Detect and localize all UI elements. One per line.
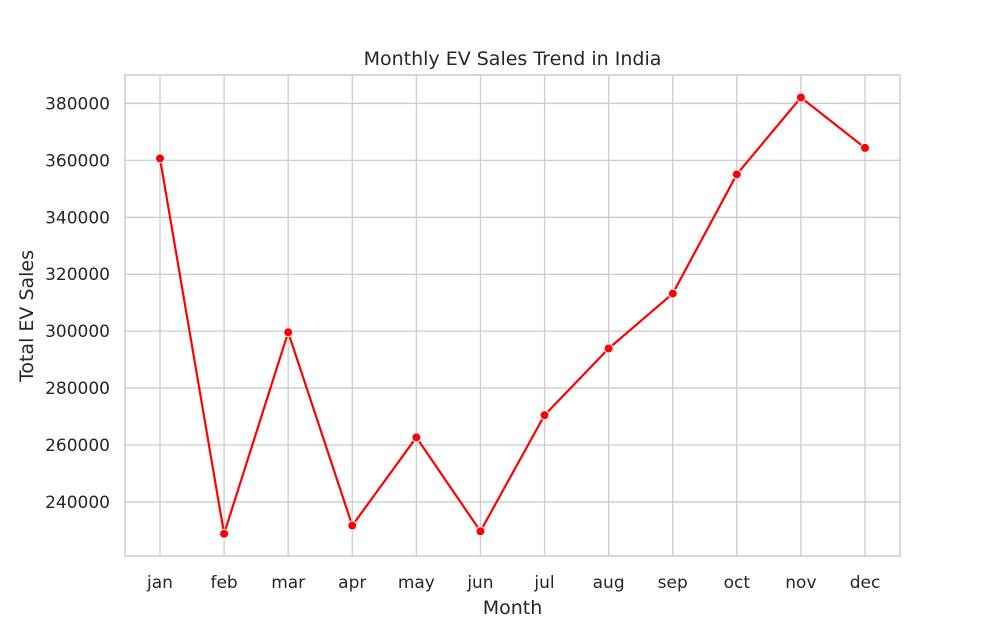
data-point bbox=[476, 527, 485, 536]
y-axis-title: Total EV Sales bbox=[16, 250, 38, 383]
y-tick-label: 240000 bbox=[45, 493, 110, 513]
x-tick-label: jul bbox=[533, 573, 554, 593]
x-tick-label: mar bbox=[271, 573, 305, 593]
x-axis-title: Month bbox=[483, 597, 543, 619]
data-point bbox=[732, 170, 741, 179]
y-tick-label: 300000 bbox=[45, 322, 110, 342]
y-tick-label: 380000 bbox=[45, 94, 110, 114]
y-tick-label: 340000 bbox=[45, 208, 110, 228]
y-tick-label: 260000 bbox=[45, 436, 110, 456]
x-tick-label: nov bbox=[785, 573, 816, 593]
x-tick-label: aug bbox=[593, 573, 625, 593]
x-tick-label: sep bbox=[658, 573, 688, 593]
x-tick-label: dec bbox=[850, 573, 881, 593]
chart-title: Monthly EV Sales Trend in India bbox=[364, 48, 662, 70]
data-point bbox=[156, 154, 165, 163]
data-point bbox=[604, 344, 613, 353]
data-point bbox=[540, 411, 549, 420]
data-point bbox=[796, 93, 805, 102]
x-tick-label: jun bbox=[466, 573, 493, 593]
x-tick-label: jan bbox=[146, 573, 173, 593]
x-tick-label: feb bbox=[210, 573, 237, 593]
x-tick-label: may bbox=[398, 573, 435, 593]
data-point bbox=[220, 529, 229, 538]
y-tick-label: 360000 bbox=[45, 151, 110, 171]
x-tick-label: apr bbox=[338, 573, 366, 593]
data-point bbox=[412, 433, 421, 442]
x-tick-label: oct bbox=[724, 573, 751, 593]
data-point bbox=[348, 521, 357, 530]
data-point bbox=[861, 143, 870, 152]
data-point bbox=[284, 328, 293, 337]
y-tick-label: 280000 bbox=[45, 379, 110, 399]
y-tick-label: 320000 bbox=[45, 265, 110, 285]
data-point bbox=[668, 289, 677, 298]
